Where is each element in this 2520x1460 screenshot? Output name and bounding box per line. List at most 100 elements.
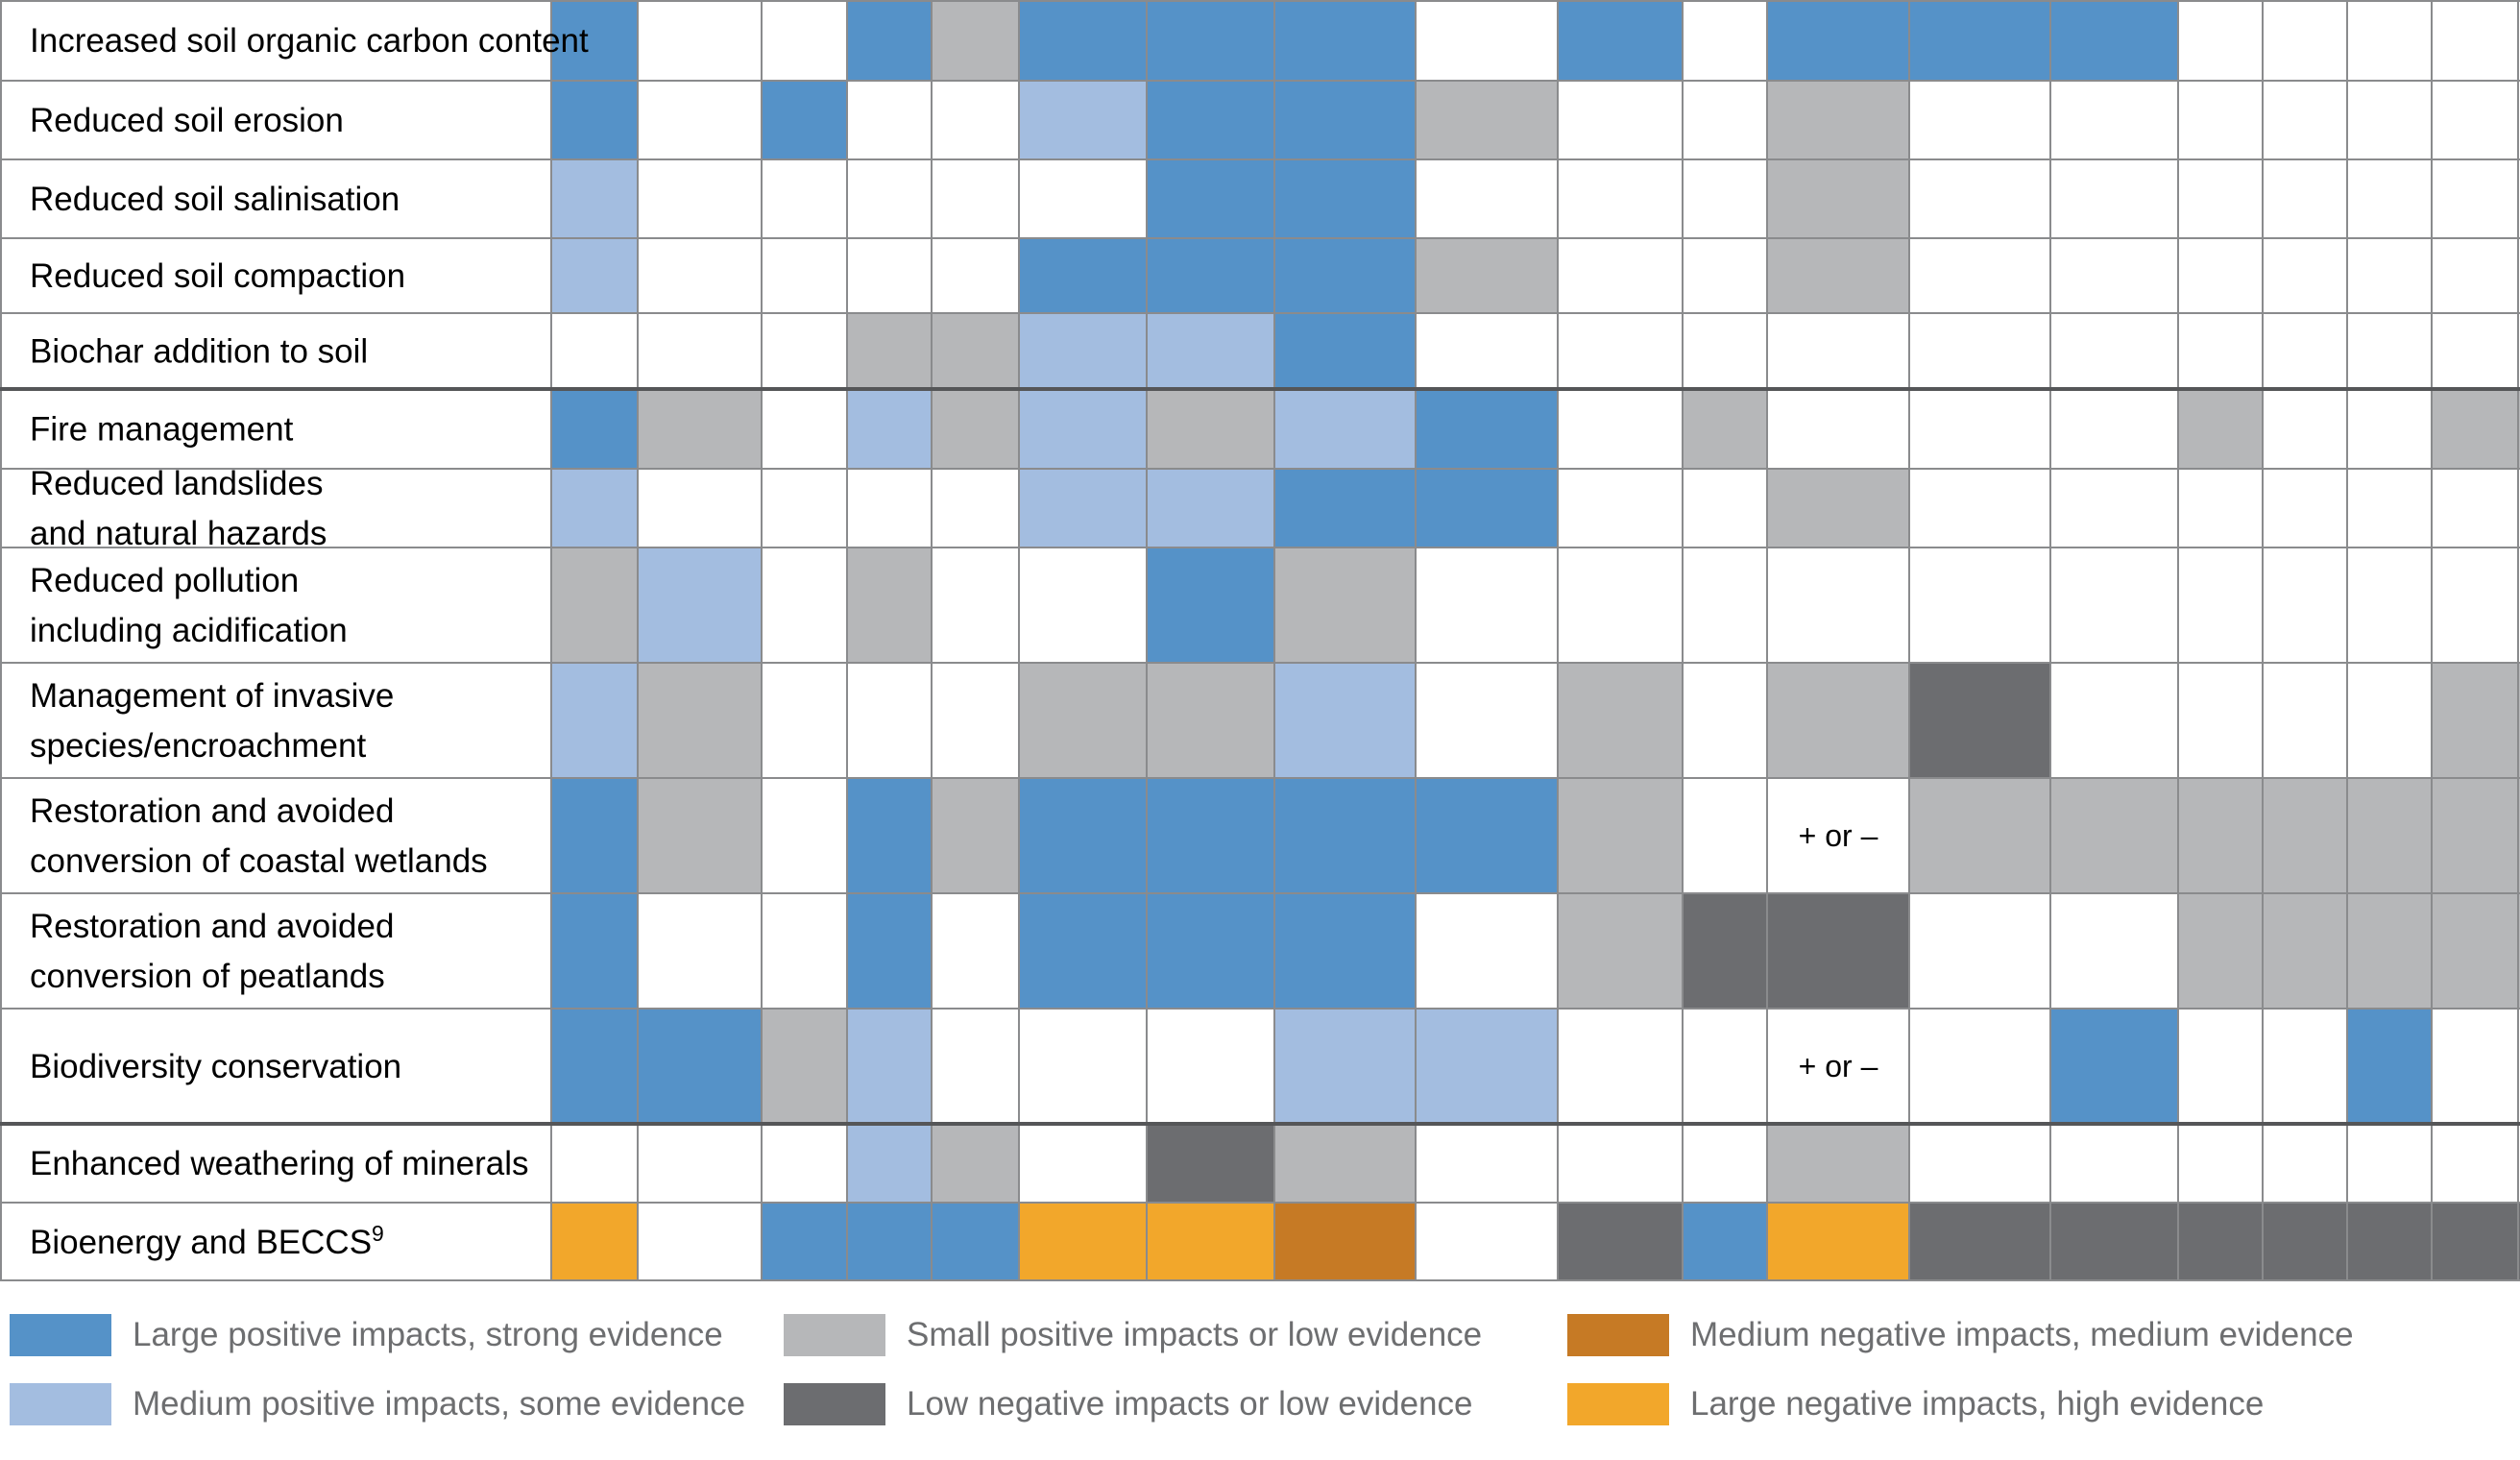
- cell-r2-c14: [2178, 159, 2263, 238]
- cell-r1-c3: [847, 81, 932, 159]
- cell-r11-c2: [762, 1009, 847, 1124]
- cell-r9-c16: [2347, 778, 2432, 893]
- cell-r10-c10: [1683, 893, 1767, 1009]
- cell-r4-c15: [2263, 313, 2347, 389]
- cell-r5-c7: [1274, 389, 1416, 469]
- cell-r10-c3: [847, 893, 932, 1009]
- cell-r11-c1: [638, 1009, 762, 1124]
- cell-r1-c6: [1147, 81, 1274, 159]
- cell-r8-c12: [1909, 663, 2050, 778]
- cell-r12-c1: [638, 1124, 762, 1203]
- cell-r2-c6: [1147, 159, 1274, 238]
- cell-r12-c3: [847, 1124, 932, 1203]
- cell-r12-c16: [2347, 1124, 2432, 1203]
- row-label: Reduced landslides: [30, 465, 323, 502]
- cell-r13-c6: [1147, 1203, 1274, 1281]
- cell-r12-c11: [1767, 1124, 1909, 1203]
- cell-r13-c16: [2347, 1203, 2432, 1281]
- cell-r2-c10: [1683, 159, 1767, 238]
- cell-r6-c0: [551, 469, 638, 548]
- cell-r4-c13: [2050, 313, 2178, 389]
- cell-r1-c4: [932, 81, 1019, 159]
- legend-swatch-medium-positive: [10, 1383, 111, 1425]
- cell-r10-c0: [551, 893, 638, 1009]
- cell-r1-c16: [2347, 81, 2432, 159]
- cell-r4-c10: [1683, 313, 1767, 389]
- cell-r11-c9: [1558, 1009, 1683, 1124]
- row-label: and natural hazards: [30, 515, 327, 552]
- cell-r8-c10: [1683, 663, 1767, 778]
- legend-label-medium-positive: Medium positive impacts, some evidence: [133, 1385, 746, 1423]
- cell-r10-c1: [638, 893, 762, 1009]
- cell-r6-c9: [1558, 469, 1683, 548]
- cell-r5-c1: [638, 389, 762, 469]
- cell-r9-c11: [1767, 778, 1909, 893]
- cell-r1-c10: [1683, 81, 1767, 159]
- cell-r1-c17: [2432, 81, 2520, 159]
- cell-r7-c1: [638, 548, 762, 663]
- row-label: Restoration and avoided: [30, 792, 394, 830]
- cell-r13-c1: [638, 1203, 762, 1281]
- cell-r1-c2: [762, 81, 847, 159]
- cell-r6-c6: [1147, 469, 1274, 548]
- cell-r5-c17: [2432, 389, 2520, 469]
- row-label: conversion of coastal wetlands: [30, 842, 488, 880]
- cell-r4-c5: [1019, 313, 1147, 389]
- cell-r6-c5: [1019, 469, 1147, 548]
- cell-r10-c4: [932, 893, 1019, 1009]
- cell-r5-c2: [762, 389, 847, 469]
- cell-r5-c8: [1416, 389, 1558, 469]
- impact-matrix: + or – + or – Increased soil organic carbo…: [0, 0, 2520, 1281]
- cell-r10-c13: [2050, 893, 2178, 1009]
- cell-r11-c5: [1019, 1009, 1147, 1124]
- cell-r1-c11: [1767, 81, 1909, 159]
- cell-r9-c12: [1909, 778, 2050, 893]
- cell-r4-c7: [1274, 313, 1416, 389]
- cell-r7-c9: [1558, 548, 1683, 663]
- cell-r7-c6: [1147, 548, 1274, 663]
- cell-r4-c6: [1147, 313, 1274, 389]
- cell-r9-c17: [2432, 778, 2520, 893]
- cell-r1-c9: [1558, 81, 1683, 159]
- cell-r8-c8: [1416, 663, 1558, 778]
- cell-r7-c2: [762, 548, 847, 663]
- cell-r11-c3: [847, 1009, 932, 1124]
- cell-r6-c2: [762, 469, 847, 548]
- cell-r8-c13: [2050, 663, 2178, 778]
- cell-r9-c4: [932, 778, 1019, 893]
- cell-r6-c7: [1274, 469, 1416, 548]
- cell-r3-c13: [2050, 238, 2178, 313]
- cell-r9-c6: [1147, 778, 1274, 893]
- matrix-grid: [0, 0, 2520, 1281]
- cell-r10-c15: [2263, 893, 2347, 1009]
- cell-annotation: + or –: [1799, 818, 1878, 853]
- cell-r9-c9: [1558, 778, 1683, 893]
- cell-r0-c2: [762, 0, 847, 81]
- cell-r7-c10: [1683, 548, 1767, 663]
- cell-r12-c8: [1416, 1124, 1558, 1203]
- cell-r7-c15: [2263, 548, 2347, 663]
- cell-r3-c16: [2347, 238, 2432, 313]
- cell-r12-c14: [2178, 1124, 2263, 1203]
- cell-r2-c13: [2050, 159, 2178, 238]
- cell-r3-c14: [2178, 238, 2263, 313]
- cell-r13-c3: [847, 1203, 932, 1281]
- cell-r13-c9: [1558, 1203, 1683, 1281]
- row-label: Reduced soil compaction: [30, 257, 405, 295]
- cell-r9-c7: [1274, 778, 1416, 893]
- cell-r7-c16: [2347, 548, 2432, 663]
- cell-r11-c17: [2432, 1009, 2520, 1124]
- cell-r4-c12: [1909, 313, 2050, 389]
- cell-r11-c8: [1416, 1009, 1558, 1124]
- cell-r2-c1: [638, 159, 762, 238]
- legend-swatch-medium-negative: [1567, 1314, 1669, 1356]
- row-label: Reduced soil erosion: [30, 102, 344, 139]
- cell-r9-c13: [2050, 778, 2178, 893]
- cell-r3-c6: [1147, 238, 1274, 313]
- cell-r5-c13: [2050, 389, 2178, 469]
- row-label: Reduced soil salinisation: [30, 181, 400, 218]
- cell-r10-c5: [1019, 893, 1147, 1009]
- cell-r6-c3: [847, 469, 932, 548]
- cell-r7-c11: [1767, 548, 1909, 663]
- cell-r12-c15: [2263, 1124, 2347, 1203]
